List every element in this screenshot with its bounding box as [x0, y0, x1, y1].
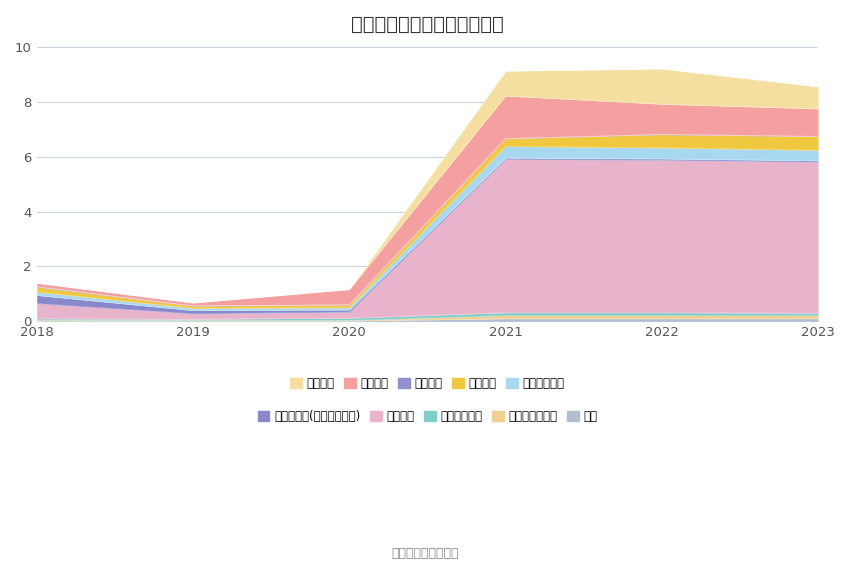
Title: 历年主要负债堆积图（亿元）: 历年主要负债堆积图（亿元）	[351, 15, 504, 34]
Text: 数据来源：恒生聚源: 数据来源：恒生聚源	[391, 547, 459, 560]
Legend: 其他应付款(含利息和股利), 应付债券, 长期递延收益, 递延所得税负债, 其它: 其他应付款(含利息和股利), 应付债券, 长期递延收益, 递延所得税负债, 其它	[258, 410, 598, 422]
